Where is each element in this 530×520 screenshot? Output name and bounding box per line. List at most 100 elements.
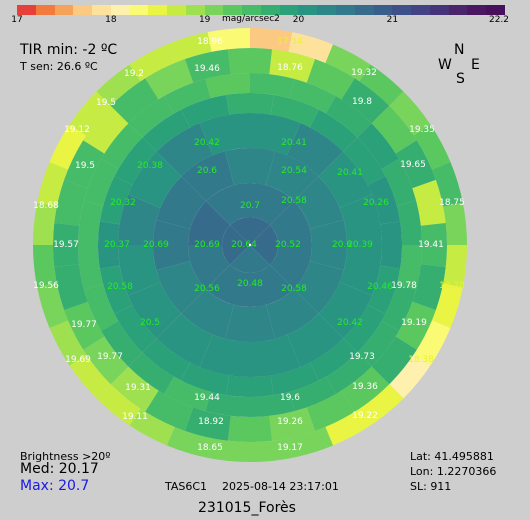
sky-cell [97,221,120,269]
colorbar-tick-label: 19 [198,15,211,25]
sky-value-label: 20.37 [104,240,130,250]
sky-value-label: 19.8 [352,97,372,107]
sky-cell [128,151,182,208]
sky-value-label: 19.31 [125,383,151,393]
colorbar-segment [467,5,487,15]
sky-cell [83,105,129,154]
colorbar-tick-label: 17 [11,15,23,25]
sky-value-label: 20.26 [363,198,389,208]
sky-cell [343,137,386,186]
sky-cell [395,140,436,189]
sky-value-label: 19.56 [33,281,59,291]
sky-cell [325,408,371,446]
sky-cell [367,175,401,225]
sky-value-label: 19.5 [96,98,116,108]
sky-cell [227,415,273,442]
sky-cell [266,288,319,339]
sky-value-label: 18.68 [33,201,59,211]
sky-cell [118,245,161,296]
max-label: Max: 20.7 [20,478,90,494]
sky-cell [309,109,358,152]
sky-cell [288,427,334,458]
sky-cell [250,264,294,307]
compass-north: N [454,42,465,58]
sky-cell [326,352,372,394]
sky-cell [114,137,157,186]
sky-cell [227,47,273,75]
sky-cell [341,78,390,124]
sky-cell [288,32,334,63]
colorbar-segment [73,5,93,15]
sky-cell [181,151,234,202]
sky-cell [54,179,88,226]
device-label: TAS6C1 [165,480,208,493]
sky-value-label: 19.41 [418,240,444,250]
sky-value-label: 19.11 [122,412,148,422]
sky-cell [96,64,141,106]
sky-cell [343,304,386,353]
colorbar-unit-label: mag/arcsec2 [222,14,280,24]
sky-cell [199,113,250,156]
sky-cell [339,194,382,245]
sky-cell [54,264,88,311]
sky-cell [118,194,161,245]
sky-cell [269,245,312,289]
sky-cell [224,147,276,186]
sky-cell [269,407,316,441]
sky-value-label: 20.48 [237,279,263,289]
sky-cell [128,352,174,394]
sky-cell [371,105,417,154]
sky-cell [289,376,336,412]
sky-cell [156,261,207,314]
sky-cell [226,93,274,115]
sky-cell [250,183,294,226]
sky-value-label: 20.32 [110,198,136,208]
sky-value-label: 19.73 [349,352,375,362]
colorbar-segment [148,5,168,15]
sky-cell [266,151,319,202]
longitude-label: Lon: 1.2270366 [410,465,497,478]
sky-cell [230,245,270,273]
colorbar-segment [204,5,224,15]
sky-cell [357,123,399,169]
sky-value-label: 20.54 [281,166,307,176]
sky-cell [188,201,231,245]
colorbar-segment [392,5,412,15]
sky-value-label: 19.36 [352,382,378,392]
sky-cell [142,109,191,152]
sky-cell [420,222,447,268]
colorbar-segment [260,5,280,15]
sky-cell [110,78,159,124]
sky-cell [180,362,230,396]
sky-cell [188,245,231,289]
sky-cell [380,221,402,269]
sky-value-label: 19.12 [64,125,90,135]
colorbar [17,5,505,15]
colorbar-segment [373,5,393,15]
sky-cell [129,44,175,82]
sky-cell [69,354,111,399]
sky-cell [128,282,182,339]
colorbar-segment [167,5,186,15]
sky-value-label: 20.52 [275,240,301,250]
sky-cell [99,175,133,225]
sky-cell [250,73,295,99]
sky-cell [184,407,231,441]
sky-value-label: 18.92 [198,417,224,427]
sky-value-label: 19.77 [97,352,123,362]
sky-cell [250,113,301,156]
station-name: 231015_Forès [198,500,296,516]
sky-cell [309,338,358,381]
sky-cell [395,301,436,350]
sky-cell [318,282,372,339]
sky-cell [381,284,417,331]
colorbar-segment [336,5,355,15]
sky-cell [371,336,417,385]
sky-cell [413,124,451,170]
sky-cell [69,91,111,136]
sky-cell [339,245,382,296]
sky-cell [37,283,68,329]
sky-cell [206,183,250,226]
sky-cell [110,366,159,412]
sky-cell [230,217,270,245]
